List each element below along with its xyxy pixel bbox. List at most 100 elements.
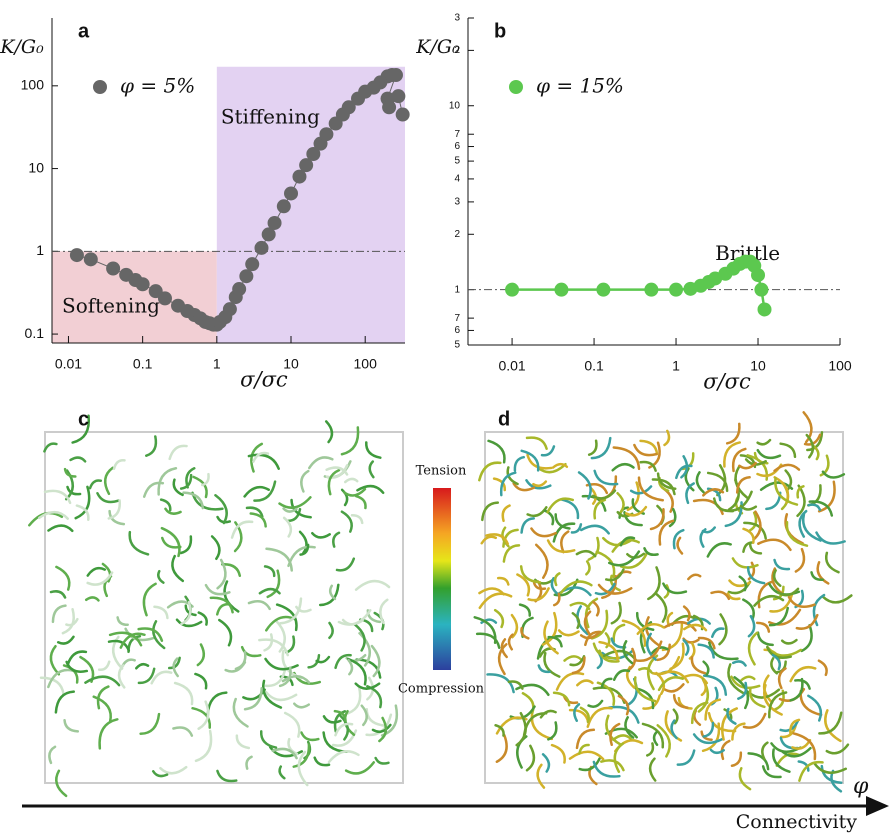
network-fiber [506, 466, 519, 486]
network-fiber [573, 703, 581, 722]
network-fiber [721, 707, 738, 741]
network-fiber [164, 507, 182, 515]
network-fiber [182, 491, 205, 510]
network-fiber [520, 517, 535, 534]
network-fiber [282, 507, 298, 513]
network-fiber [646, 742, 655, 757]
network-fiber [180, 600, 192, 626]
x-label: σ/σc [703, 370, 751, 394]
network-fiber [693, 709, 702, 727]
network-fiber [295, 605, 312, 613]
network-fiber [806, 431, 824, 452]
network-fiber [769, 593, 794, 613]
network-fiber [593, 469, 619, 486]
y-tick-label: 6 [454, 325, 460, 336]
network-fiber [772, 585, 785, 601]
network-fiber [532, 480, 548, 488]
network-fiber [172, 726, 194, 737]
network-fiber [263, 633, 274, 652]
network-fiber [258, 638, 289, 657]
network-fiber [334, 722, 354, 737]
network-fiber [742, 541, 755, 553]
point [505, 282, 520, 297]
network-fiber [245, 755, 253, 770]
network-fiber [515, 683, 550, 696]
network-fiber [668, 507, 677, 528]
network-fiber [337, 609, 372, 626]
y-tick-label: 5 [454, 156, 460, 167]
network-fiber [537, 664, 551, 674]
network-fiber [230, 520, 254, 539]
network-fiber [49, 590, 67, 599]
network-fiber [797, 760, 810, 772]
network-fiber [610, 601, 622, 625]
network-fiber [563, 655, 583, 662]
y-tick-label: 4 [454, 174, 460, 185]
network-fiber [481, 501, 500, 522]
network-fiber [723, 441, 741, 468]
network-fiber [365, 708, 385, 727]
network-fiber [815, 531, 846, 545]
network-fiber [84, 675, 121, 687]
network-fiber [194, 672, 208, 690]
x-tick-label: 10 [283, 356, 299, 372]
network-fiber [173, 681, 194, 706]
network-fiber [798, 760, 824, 782]
network-fiber [712, 497, 735, 513]
network-fiber [353, 623, 366, 652]
network-fiber [84, 596, 100, 602]
network-fiber [343, 477, 359, 484]
network-fiber [643, 547, 659, 557]
network-fiber [516, 573, 531, 597]
network-fiber [342, 487, 367, 497]
network-fiber [264, 668, 287, 688]
network-fiber [708, 641, 739, 661]
point [751, 268, 766, 283]
network-fiber [543, 651, 561, 678]
network-fiber [825, 551, 840, 574]
network-fiber [39, 676, 65, 696]
network-fiber [340, 426, 360, 456]
network-fiber [651, 478, 676, 496]
network-fiber [552, 691, 571, 707]
point [276, 199, 291, 214]
network-fiber [648, 441, 661, 469]
network-fiber [135, 662, 150, 670]
network-fiber [552, 592, 561, 607]
network-fiber [282, 516, 293, 538]
network-fiber [596, 681, 616, 707]
network-fiber [318, 583, 340, 607]
legend-marker [509, 80, 523, 94]
network-fiber [262, 679, 283, 709]
network-fiber [496, 576, 510, 586]
network-fiber [730, 751, 743, 768]
network-fiber [747, 614, 756, 638]
point [245, 257, 260, 272]
network-fiber [290, 498, 312, 519]
network-fiber [512, 482, 536, 492]
point [261, 227, 276, 242]
network-fiber [641, 722, 665, 749]
network-fiber [816, 561, 830, 585]
network-fiber [634, 640, 663, 663]
network-fiber [808, 500, 834, 517]
network-fiber [777, 667, 787, 690]
network-fiber [527, 587, 550, 602]
y-tick-label: 1 [454, 284, 460, 295]
network-fiber [96, 685, 110, 710]
network-fiber [43, 489, 72, 505]
network-fiber [179, 535, 193, 555]
network-fiber [151, 770, 169, 778]
network-fiber [560, 498, 580, 520]
network-fiber [346, 657, 367, 686]
network-fiber [495, 716, 528, 735]
network-fiber [232, 697, 249, 728]
point [299, 158, 314, 173]
network-fiber [264, 690, 298, 702]
network-fiber [285, 635, 296, 654]
network-fiber [66, 650, 88, 666]
network-fiber [356, 484, 385, 495]
network-fiber [697, 643, 715, 659]
network-fiber [647, 566, 661, 601]
network-fiber [595, 550, 616, 579]
